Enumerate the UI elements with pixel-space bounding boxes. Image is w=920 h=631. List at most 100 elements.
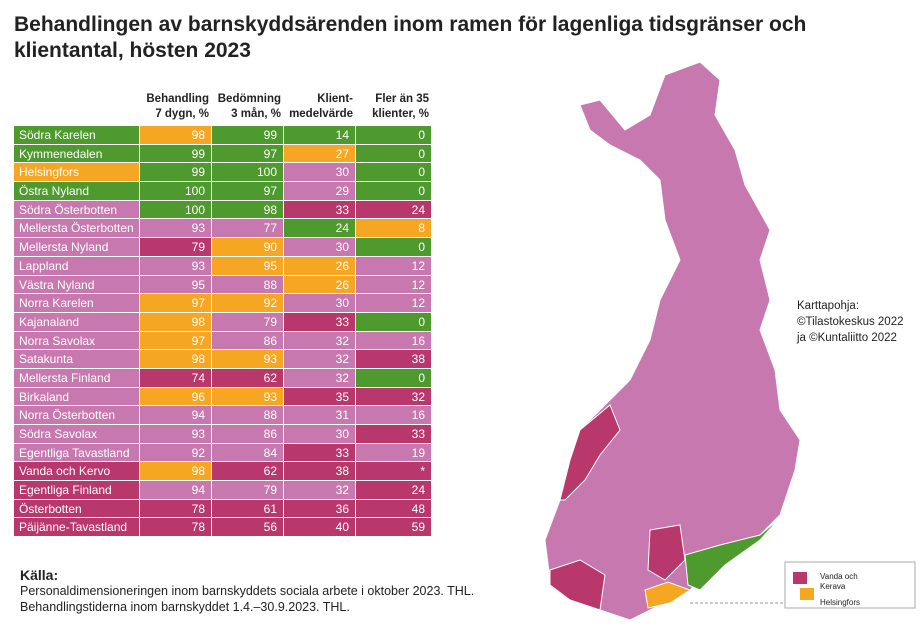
table-cell: 100 bbox=[140, 182, 212, 200]
table-row: Vanda och Kervo 98 62 38 * bbox=[14, 462, 432, 482]
table-cell: 32 bbox=[356, 387, 432, 406]
table-cell: 40 bbox=[284, 518, 356, 537]
table-cell: 26 bbox=[284, 256, 356, 275]
table-cell: 77 bbox=[212, 219, 284, 238]
table-cell: 95 bbox=[212, 256, 284, 275]
table-cell: 12 bbox=[356, 294, 432, 312]
legend-swatch bbox=[800, 588, 814, 600]
table-cell: 0 bbox=[356, 126, 432, 144]
header-cell: Fler än 35 klienter, % bbox=[372, 93, 429, 120]
map-credit: Karttapohja: ©Tilastokeskus 2022 ja ©Kun… bbox=[797, 300, 904, 344]
table-row: Södra Karelen 98 99 14 0 bbox=[14, 126, 432, 145]
table-cell: 93 bbox=[140, 219, 212, 238]
table-cell: 92 bbox=[140, 443, 212, 462]
table-cell: 95 bbox=[140, 275, 212, 294]
row-name: Norra Karelen bbox=[14, 294, 140, 312]
header-cell: Klient- medelvärde bbox=[289, 93, 353, 120]
table-cell: 79 bbox=[212, 481, 284, 499]
table-cell: 30 bbox=[284, 294, 356, 312]
legend-swatch bbox=[793, 572, 807, 584]
table-cell: 86 bbox=[212, 425, 284, 443]
table-row: Södra Österbotten 100 98 33 24 bbox=[14, 200, 432, 220]
table-row: Norra Österbotten 94 88 31 16 bbox=[14, 406, 432, 425]
map-land bbox=[544, 61, 801, 621]
table-cell: 78 bbox=[140, 499, 212, 518]
table-cell: 29 bbox=[284, 182, 356, 200]
table-row: Österbotten 78 61 36 48 bbox=[14, 499, 432, 519]
table-cell: 19 bbox=[356, 443, 432, 462]
table-row: Mellersta Finland 74 62 32 0 bbox=[14, 368, 432, 388]
table-cell: 79 bbox=[140, 238, 212, 256]
table-row: Egentliga Finland 94 79 32 24 bbox=[14, 481, 432, 500]
table-row: Södra Savolax 93 86 30 33 bbox=[14, 425, 432, 444]
table-row: Kajanaland 98 79 33 0 bbox=[14, 312, 432, 332]
table: Behandling 7 dygn, % Bedömning 3 mån, % Kl… bbox=[14, 88, 432, 538]
table-cell: 94 bbox=[140, 406, 212, 424]
table-cell: 97 bbox=[212, 144, 284, 163]
table-row: Birkaland 96 93 35 32 bbox=[14, 387, 432, 407]
table-row: Helsingfors 99 100 30 0 bbox=[14, 163, 432, 183]
table-cell: 8 bbox=[356, 219, 432, 238]
table-row: Päijänne-Tavastland 78 56 40 59 bbox=[14, 518, 432, 538]
row-name: Mellersta Österbotten bbox=[14, 219, 140, 238]
table-cell: 61 bbox=[212, 499, 284, 518]
table-cell: 14 bbox=[284, 126, 356, 144]
table-cell: 100 bbox=[140, 200, 212, 219]
table-cell: 0 bbox=[356, 163, 432, 182]
table-cell: 16 bbox=[356, 406, 432, 424]
row-name: Norra Savolax bbox=[14, 331, 140, 350]
table-row: Mellersta Nyland 79 90 30 0 bbox=[14, 238, 432, 257]
table-cell: 93 bbox=[212, 387, 284, 406]
source: Källa: Personaldimensioneringen inom bar… bbox=[20, 567, 474, 615]
table-cell: 93 bbox=[140, 425, 212, 443]
row-name: Östra Nyland bbox=[14, 182, 140, 200]
table-row: Östra Nyland 100 97 29 0 bbox=[14, 182, 432, 201]
table-cell: 32 bbox=[284, 481, 356, 499]
table-cell: 90 bbox=[212, 238, 284, 256]
table-cell: 98 bbox=[140, 312, 212, 331]
table-cell: 31 bbox=[284, 406, 356, 424]
table-cell: 99 bbox=[140, 163, 212, 182]
table-cell: 26 bbox=[284, 275, 356, 294]
table-cell: 98 bbox=[140, 126, 212, 144]
map-region bbox=[549, 559, 606, 611]
table-cell: 35 bbox=[284, 387, 356, 406]
table-cell: 56 bbox=[212, 518, 284, 537]
table-cell: 33 bbox=[284, 312, 356, 331]
table-cell: 30 bbox=[284, 163, 356, 182]
table-cell: 98 bbox=[140, 462, 212, 481]
map-region bbox=[684, 517, 781, 591]
table-cell: 48 bbox=[356, 499, 432, 518]
row-name: Lappland bbox=[14, 256, 140, 275]
row-name: Södra Österbotten bbox=[14, 200, 140, 219]
header-cell bbox=[14, 88, 140, 126]
table-cell: 86 bbox=[212, 331, 284, 350]
source-line: Personaldimensioneringen inom barnskydde… bbox=[20, 584, 475, 598]
table-cell: 0 bbox=[356, 312, 432, 331]
table-row: Västra Nyland 95 88 26 12 bbox=[14, 275, 432, 295]
table-cell: 30 bbox=[284, 238, 356, 256]
table-cell: 33 bbox=[356, 425, 432, 443]
header-cell: Bedömning 3 mån, % bbox=[217, 93, 281, 120]
table-cell: 93 bbox=[140, 256, 212, 275]
table-cell: 12 bbox=[356, 256, 432, 275]
table-cell: 97 bbox=[140, 294, 212, 312]
row-name: Norra Österbotten bbox=[14, 406, 140, 424]
header-row: Behandling 7 dygn, % Bedömning 3 mån, % Kl… bbox=[14, 88, 432, 126]
table-cell: 38 bbox=[356, 350, 432, 368]
table-cell: 97 bbox=[212, 182, 284, 200]
title: Behandlingen av barnskyddsärenden inom r… bbox=[14, 13, 807, 62]
map-region bbox=[644, 581, 692, 609]
legend-label: Vanda och Kerava bbox=[820, 572, 858, 591]
row-name: Södra Karelen bbox=[14, 126, 140, 144]
table-cell: 27 bbox=[284, 144, 356, 163]
table-cell: 62 bbox=[212, 368, 284, 387]
table-cell: 0 bbox=[356, 238, 432, 256]
row-name: Mellersta Finland bbox=[14, 368, 140, 387]
table-cell: 38 bbox=[284, 462, 356, 481]
legend-label: Helsingfors bbox=[820, 598, 861, 607]
table-row: Kymmenedalen 99 97 27 0 bbox=[14, 144, 432, 164]
table-cell: 0 bbox=[356, 144, 432, 163]
row-name: Mellersta Nyland bbox=[14, 238, 140, 256]
table-cell: 0 bbox=[356, 368, 432, 387]
